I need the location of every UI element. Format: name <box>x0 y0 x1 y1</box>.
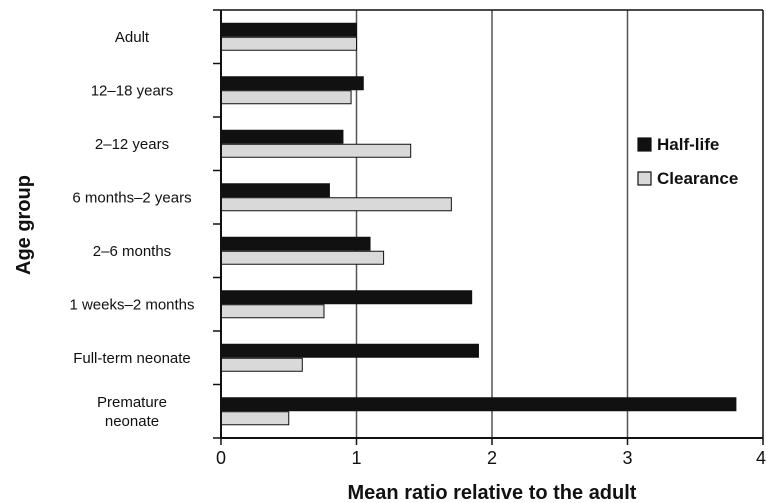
category-label: Premature <box>97 394 167 411</box>
category-labels: Adult 12–18 years 2–12 years 6 months–2 yea… <box>69 29 194 430</box>
bar-clearance <box>221 412 289 425</box>
category-label: neonate <box>105 413 159 430</box>
bar-clearance <box>221 198 451 211</box>
legend-label: Clearance <box>657 169 738 188</box>
category-label: 1 weeks–2 months <box>69 296 194 313</box>
bar-half-life <box>221 130 343 143</box>
bars <box>221 23 736 425</box>
legend-label: Half-life <box>657 135 719 154</box>
x-tick-label: 3 <box>622 448 632 468</box>
bar-half-life <box>221 23 357 36</box>
x-tick-label: 2 <box>487 448 497 468</box>
bar-half-life <box>221 77 363 90</box>
x-tick-label: 4 <box>756 448 766 468</box>
bar-half-life <box>221 237 370 250</box>
legend-swatch <box>638 138 651 151</box>
category-label: Full-term neonate <box>73 350 191 367</box>
bar-clearance <box>221 305 324 318</box>
bar-clearance <box>221 37 357 50</box>
x-tick-labels: 0 1 2 3 4 <box>216 448 766 468</box>
gridlines <box>357 10 628 438</box>
bar-half-life <box>221 398 736 411</box>
y-axis-title: Age group <box>13 175 35 275</box>
axes <box>213 10 763 445</box>
category-label: 2–6 months <box>93 243 171 260</box>
bar-clearance <box>221 251 384 264</box>
bar-clearance <box>221 144 411 157</box>
category-label: 2–12 years <box>95 136 169 153</box>
category-label: Adult <box>115 29 150 46</box>
bar-half-life <box>221 344 478 357</box>
bar-clearance <box>221 358 302 371</box>
bar-half-life <box>221 184 329 197</box>
bar-half-life <box>221 291 472 304</box>
category-label: 12–18 years <box>91 82 174 99</box>
x-tick-label: 0 <box>216 448 226 468</box>
legend: Half-life Clearance <box>638 135 738 188</box>
x-axis-title: Mean ratio relative to the adult <box>348 482 637 503</box>
x-tick-label: 1 <box>351 448 361 468</box>
category-label: 6 months–2 years <box>72 189 191 206</box>
bar-clearance <box>221 91 351 104</box>
legend-swatch <box>638 172 651 185</box>
